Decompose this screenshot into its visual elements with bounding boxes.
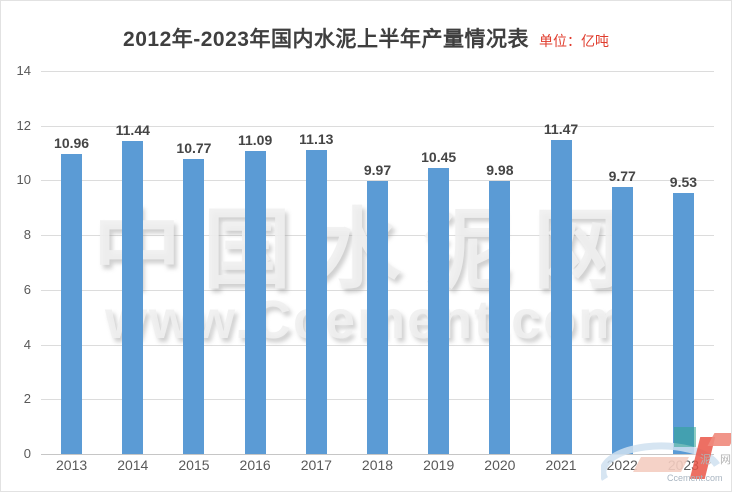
x-tick-label-2015: 2015 (178, 457, 210, 473)
x-axis: 2013 2014 2015 2016 2017 2018 2019 2020 2021 2022… (41, 457, 714, 477)
chart-header: 2012年-2023年国内水泥上半年产量情况表 单位：亿吨 (1, 23, 731, 53)
x-tick-label-2018: 2018 (361, 457, 394, 473)
x-tick-label-2020: 2020 (484, 457, 516, 473)
bar-value-label-2014: 11.44 (115, 122, 150, 139)
bar-2016 (244, 150, 266, 454)
y-tick-label-12: 12 (16, 117, 31, 133)
x-tick-label-2013: 2013 (56, 457, 88, 473)
bar-value-label-2018: 9.97 (363, 162, 392, 179)
y-axis: 0 2 4 6 8 10 12 14 (1, 63, 35, 461)
x-tick-label-2019: 2019 (423, 457, 455, 473)
bar-value-label-2019: 10.45 (421, 149, 457, 166)
x-tick-label-2017: 2017 (300, 457, 332, 473)
bar-value-label-2021: 11.47 (543, 121, 579, 138)
bar-2013 (61, 154, 83, 454)
y-tick-label-10: 10 (16, 172, 31, 188)
bar-value-label-2022: 9.77 (608, 167, 636, 184)
gridline-14 (41, 71, 714, 72)
bar-2018 (367, 181, 388, 454)
bar-2023 (672, 193, 694, 454)
gridline-10 (41, 180, 714, 182)
x-tick-label-2023: 2023 (667, 457, 699, 473)
bar-value-label-2017: 11.13 (299, 130, 334, 147)
y-tick-label-14: 14 (16, 63, 31, 78)
x-tick-label-2021: 2021 (545, 457, 577, 473)
y-tick-label-8: 8 (23, 227, 31, 243)
y-tick-label-4: 4 (23, 336, 31, 352)
bar-2017 (305, 149, 327, 454)
bar-2019 (428, 168, 450, 454)
chart-title: 2012年-2023年国内水泥上半年产量情况表 (123, 28, 529, 51)
bar-2020 (489, 180, 511, 454)
y-tick-label-2: 2 (23, 391, 31, 407)
x-tick-label-2022: 2022 (606, 457, 638, 473)
gridline-12 (41, 125, 714, 127)
y-tick-label-6: 6 (23, 281, 31, 297)
unit-label: 单位：亿吨 (538, 33, 609, 49)
bar-value-label-2015: 10.77 (176, 140, 212, 157)
bar-2014 (122, 141, 144, 454)
bar-series: 10.96 11.44 10.77 11.09 11.13 9.97 10.45 9.98 11… (41, 71, 714, 454)
x-tick-label-2014: 2014 (117, 457, 149, 473)
x-tick-label-2016: 2016 (239, 457, 271, 473)
bar-2022 (611, 186, 633, 454)
bar-value-label-2016: 11.09 (237, 131, 273, 148)
bar-value-label-2023: 9.53 (669, 174, 698, 191)
bar-value-label-2020: 9.98 (486, 161, 514, 178)
gridline-0 (41, 454, 714, 455)
bar-value-label-2013: 10.96 (54, 135, 90, 152)
bar-2021 (550, 140, 572, 454)
bar-2015 (183, 159, 205, 454)
y-tick-label-0: 0 (23, 446, 31, 461)
